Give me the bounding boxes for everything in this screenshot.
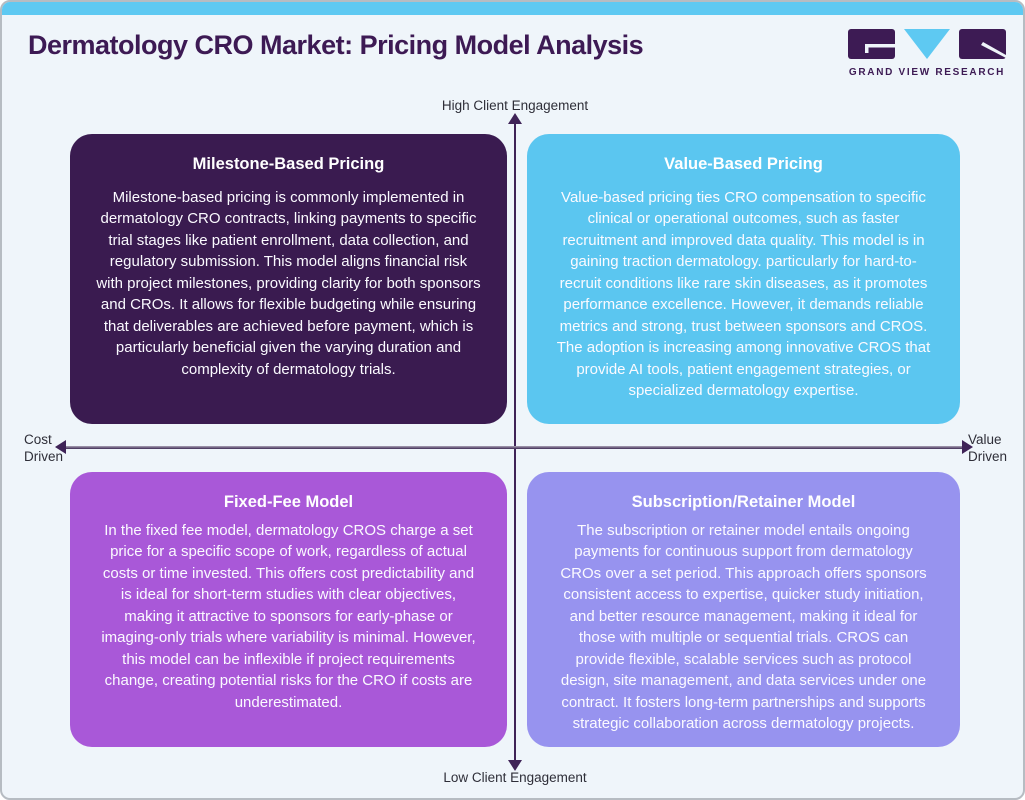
axis-label-value-driven-line1: Value (968, 432, 1002, 447)
page-title: Dermatology CRO Market: Pricing Model An… (28, 30, 644, 60)
axis-arrow-up-icon (508, 113, 522, 124)
axis-arrow-left-icon (55, 440, 66, 454)
quadrant-body: Milestone-based pricing is commonly impl… (96, 189, 481, 378)
axis-label-value-driven-line2: Driven (968, 448, 1008, 464)
vertical-axis-line (514, 122, 516, 762)
axis-label-cost-driven-line1: Cost (24, 432, 52, 447)
quadrant-body: The subscription or retainer model entai… (560, 522, 927, 732)
quadrant-title: Subscription/Retainer Model (631, 493, 856, 511)
logo-v-shape-icon (904, 29, 950, 66)
quadrant-title: Milestone-Based Pricing (192, 155, 385, 173)
quadrant-value-based-pricing: Value-Based Pricing Value-based pricing … (527, 134, 960, 424)
axis-arrow-down-icon (508, 760, 522, 771)
axis-label-cost-driven-line2: Driven (24, 448, 64, 464)
axis-label-cost-driven: Cost Driven (24, 432, 63, 466)
quadrant-fixed-fee-model: Fixed-Fee Model In the fixed fee model, … (70, 472, 507, 747)
logo-brand-text: GRAND VIEW RESEARCH (848, 67, 1006, 78)
quadrant-body: In the fixed fee model, dermatology CROS… (101, 522, 476, 711)
quadrant-title: Fixed-Fee Model (223, 493, 354, 511)
quadrant-title: Value-Based Pricing (664, 155, 823, 173)
quadrant-milestone-based-pricing: Milestone-Based Pricing Milestone-based … (70, 134, 507, 424)
quadrant-subscription-retainer-model: Subscription/Retainer Model The subscrip… (527, 472, 960, 747)
axis-label-value-driven: Value Driven (968, 432, 1007, 466)
axis-label-high-client-engagement: High Client Engagement (441, 98, 589, 113)
horizontal-axis-line (64, 446, 964, 449)
logo-r-shape-icon (959, 29, 1006, 66)
quadrant-body: Value-based pricing ties CRO compensatio… (556, 189, 931, 399)
axis-arrow-right-icon (962, 440, 973, 454)
logo-shapes (848, 29, 1006, 61)
logo-g-shape-icon (848, 29, 895, 66)
accent-top-bar (2, 2, 1023, 15)
grand-view-research-logo: GRAND VIEW RESEARCH (848, 29, 1006, 78)
axis-label-low-client-engagement: Low Client Engagement (443, 770, 587, 785)
